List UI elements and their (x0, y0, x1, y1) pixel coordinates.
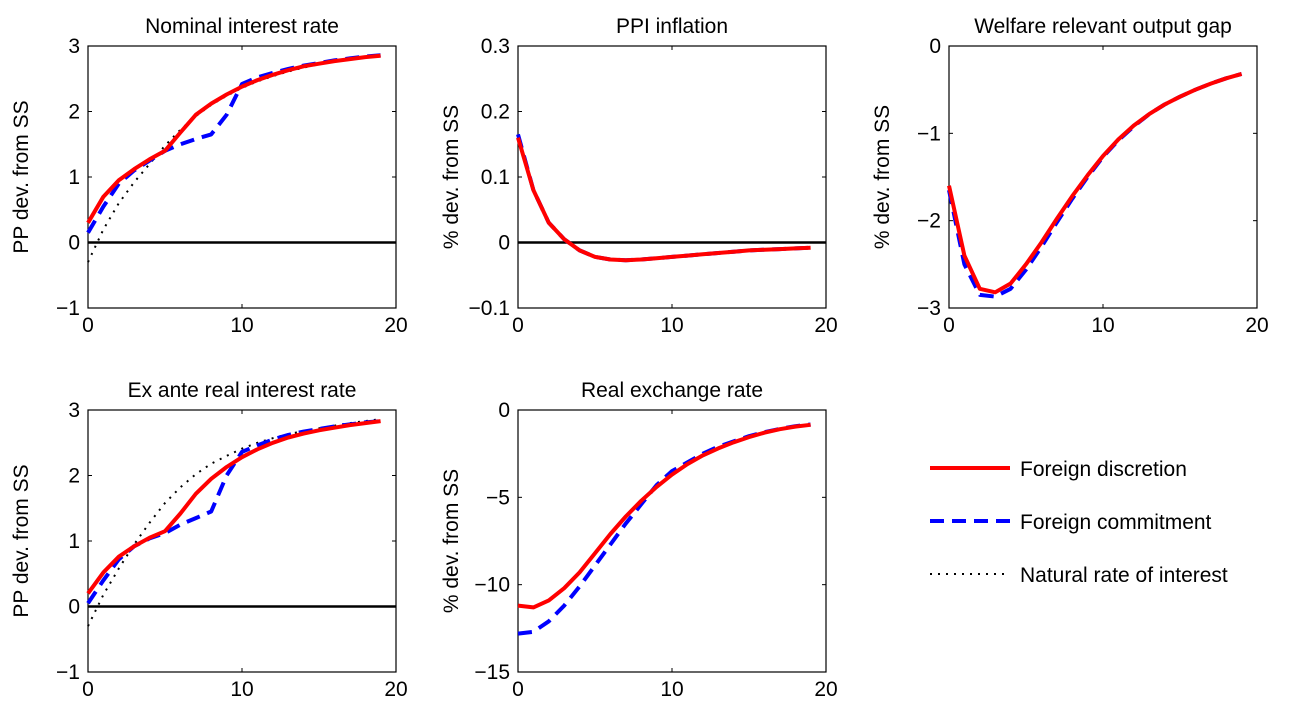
panel-title: Real exchange rate (581, 379, 763, 402)
x-tick-label: 10 (660, 314, 683, 337)
y-tick-label: 2 (68, 101, 80, 124)
x-tick-label: 20 (384, 678, 407, 701)
y-tick-label: 0 (929, 35, 941, 58)
x-tick-label: 10 (660, 678, 683, 701)
y-tick-label: −0.1 (469, 297, 510, 320)
panel-4: Ex ante real interest rate PP dev. from S… (10, 379, 408, 701)
series-line-commitment (86, 53, 381, 234)
legend-entry-discretion: Foreign discretion (930, 458, 1187, 481)
y-tick-label: 0 (498, 399, 510, 422)
y-tick-label: 0.2 (481, 101, 510, 124)
y-tick-label: 0.3 (481, 35, 510, 58)
y-axis-label: PP dev. from SS (10, 100, 33, 253)
series-line-commitment (947, 71, 1243, 299)
y-tick-label: −10 (474, 574, 510, 597)
series-line-discretion (517, 422, 811, 610)
axes-frame (517, 45, 827, 309)
panel-3: Welfare relevant output gap % dev. from S… (871, 15, 1269, 337)
y-axis-label: % dev. from SS (440, 105, 463, 249)
x-tick-label: 10 (230, 678, 253, 701)
x-tick-label: 10 (1091, 314, 1114, 337)
series-line-commitment (86, 419, 381, 605)
x-tick-label: 20 (384, 314, 407, 337)
y-tick-label: −1 (56, 297, 80, 320)
panel-2: PPI inflation% dev. from SS0 10 20−0.100.1… (440, 15, 838, 337)
y-tick-label: −3 (917, 297, 941, 320)
x-tick-label: 0 (82, 314, 94, 337)
y-tick-label: −5 (486, 486, 510, 509)
x-tick-label: 0 (82, 678, 94, 701)
series-line-commitment (517, 422, 811, 636)
series-line-discretion (86, 53, 381, 224)
legend-label-discretion: Foreign discretion (1020, 458, 1187, 481)
y-tick-label: 3 (68, 35, 80, 58)
y-axis-label: % dev. from SS (440, 469, 463, 613)
series-line-natural (87, 418, 381, 627)
panel-title: Nominal interest rate (145, 15, 339, 38)
panel-5: Real exchange rate % dev. from SS 0 10 20 −15… (440, 379, 838, 701)
series-line-discretion (516, 137, 811, 263)
legend-label-commitment: Foreign commitment (1020, 511, 1212, 534)
legend-entry-natural: Natural rate of interest (930, 564, 1228, 587)
y-tick-label: −1 (917, 122, 941, 145)
y-axis-label: % dev. from SS (871, 105, 894, 249)
x-tick-label: 20 (1245, 314, 1268, 337)
x-tick-label: 0 (512, 314, 524, 337)
y-axis-label: PP dev. from SS (10, 464, 33, 617)
x-tick-label: 20 (814, 314, 837, 337)
y-tick-label: 0 (68, 232, 80, 255)
y-tick-label: 3 (68, 399, 80, 422)
y-tick-label: −15 (474, 661, 510, 684)
series-line-discretion (947, 71, 1243, 295)
panel-title: Welfare relevant output gap (974, 15, 1232, 38)
series-line-natural (87, 54, 381, 263)
panel-title: PPI inflation (616, 15, 728, 38)
y-tick-label: 0 (68, 596, 80, 619)
legend-label-natural: Natural rate of interest (1020, 564, 1228, 587)
series-line-discretion (86, 419, 381, 595)
x-tick-label: 10 (230, 314, 253, 337)
axes-frame (517, 409, 827, 673)
legend: Foreign discretion Foreign commitment Na… (930, 458, 1228, 587)
panel-title: Ex ante real interest rate (128, 379, 357, 402)
y-tick-label: 0.1 (481, 166, 510, 189)
y-tick-label: 1 (68, 530, 80, 553)
x-tick-label: 0 (512, 678, 524, 701)
y-tick-label: 1 (68, 166, 80, 189)
x-tick-label: 0 (943, 314, 955, 337)
legend-entry-commitment: Foreign commitment (930, 511, 1212, 534)
y-tick-label: 0 (498, 232, 510, 255)
y-tick-label: −1 (56, 661, 80, 684)
y-tick-label: −2 (917, 210, 941, 233)
y-tick-label: 2 (68, 465, 80, 488)
x-tick-label: 20 (814, 678, 837, 701)
